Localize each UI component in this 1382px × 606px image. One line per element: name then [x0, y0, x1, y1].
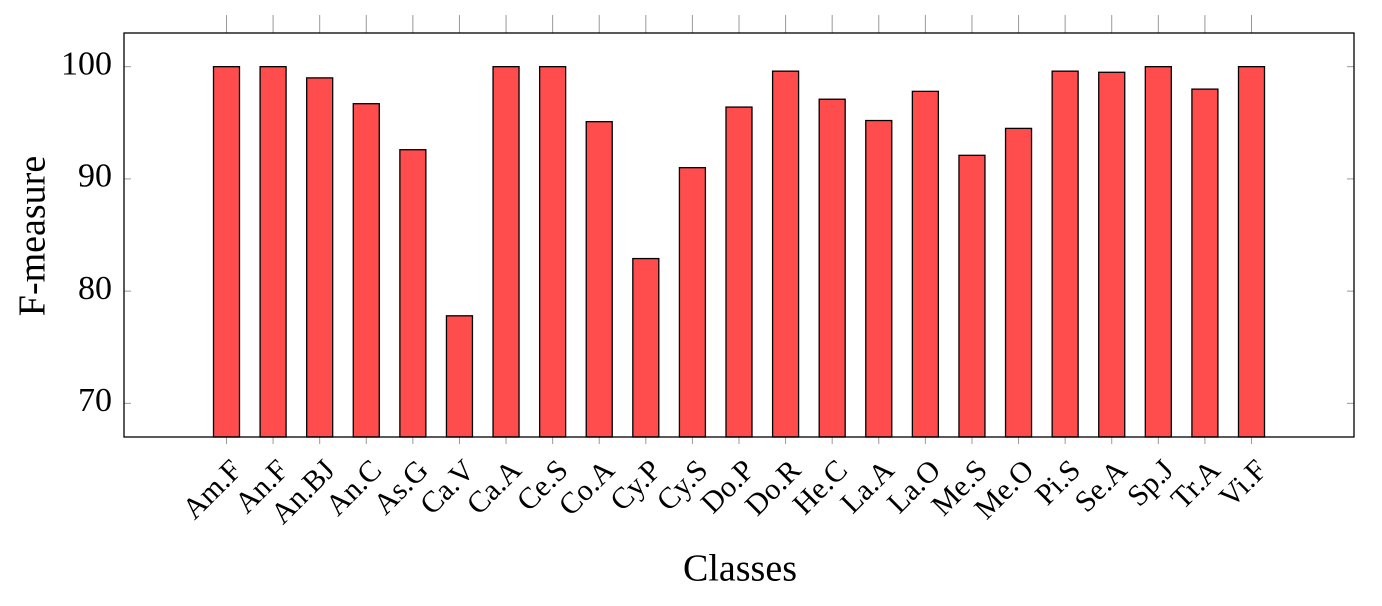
bar: [818, 98, 846, 438]
bar: [1191, 88, 1219, 438]
bar: [678, 167, 707, 438]
x-axis-label: Classes: [683, 548, 797, 590]
bar: [352, 103, 380, 438]
y-tick-label: 100: [61, 45, 112, 82]
x-tick-label: Vi.F: [1213, 453, 1273, 513]
bar: [865, 119, 893, 438]
y-axis-label: F-measure: [12, 156, 54, 316]
bar: [632, 257, 660, 438]
bar: [771, 70, 800, 438]
y-tick-label: 80: [78, 270, 112, 307]
bar: [212, 66, 241, 438]
bar: [958, 154, 986, 438]
x-tick-label: Tr.A: [1165, 453, 1227, 515]
bar: [725, 106, 753, 438]
bar: [585, 121, 613, 438]
bar: [1144, 66, 1172, 438]
bar: [259, 66, 287, 438]
bar: [911, 90, 940, 438]
bar: [445, 315, 474, 438]
bar: [492, 66, 520, 438]
bar: [1098, 71, 1126, 438]
bar: [1004, 127, 1033, 438]
x-tick-label: Sp.J: [1121, 453, 1181, 513]
bar: [1051, 70, 1079, 438]
y-tick-label: 70: [78, 382, 112, 419]
plot-frame: [123, 32, 1355, 438]
bar: [1237, 66, 1266, 438]
bar: [306, 77, 334, 438]
bar: [538, 66, 567, 438]
bar: [399, 149, 427, 438]
y-tick-label: 90: [78, 158, 112, 195]
